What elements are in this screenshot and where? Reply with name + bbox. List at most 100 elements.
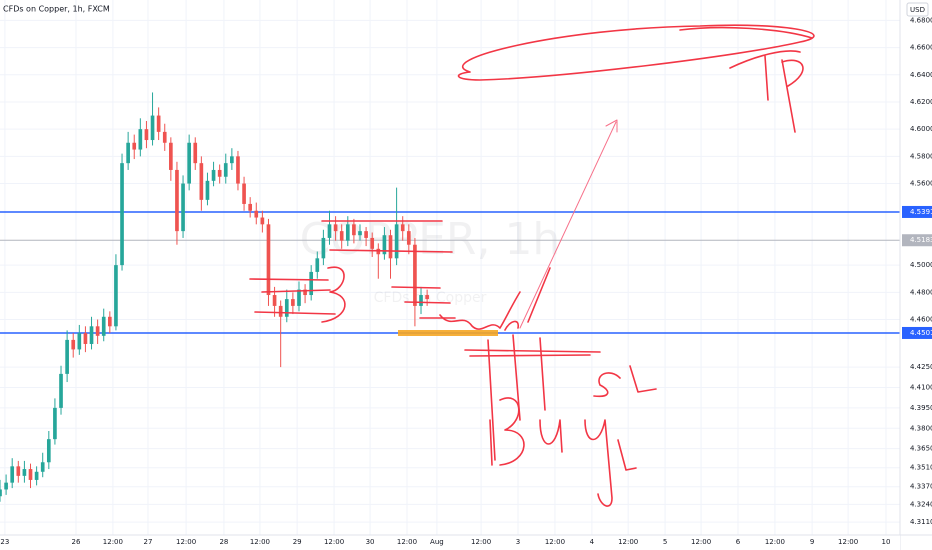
x-tick-label: 12:00 <box>176 538 196 546</box>
candle-body <box>77 333 82 350</box>
range-lines <box>249 220 601 357</box>
x-tick-label: 12:00 <box>250 538 270 546</box>
stroke <box>527 267 551 323</box>
candle-body <box>156 115 161 132</box>
candle-body <box>388 235 393 259</box>
candle-body <box>34 471 39 480</box>
candle-body <box>303 289 307 296</box>
candle-body <box>254 210 259 218</box>
x-tick-label: 12:00 <box>618 538 638 546</box>
candle-body <box>260 217 265 225</box>
candle-body <box>364 231 368 238</box>
candle-body <box>370 237 375 249</box>
y-tick-label: 4.3950 <box>910 404 932 412</box>
candle-body <box>291 299 295 306</box>
candle-body <box>284 299 289 317</box>
target-arrow <box>519 119 618 329</box>
candle-body <box>71 339 76 350</box>
candle-body <box>297 289 301 306</box>
x-tick-label: 9 <box>810 538 814 546</box>
y-tick-label: 4.6800 <box>910 16 932 24</box>
y-tick-label: 4.6600 <box>910 44 932 52</box>
candles <box>0 92 429 502</box>
candle-body <box>83 333 88 344</box>
watermark-subtitle: CFDs on Copper <box>374 290 487 306</box>
candle-body <box>22 469 27 476</box>
candle-body <box>40 462 45 472</box>
currency-box[interactable] <box>906 2 929 17</box>
candle-body <box>321 237 326 259</box>
candle-body <box>223 163 228 177</box>
candle-body <box>400 224 405 232</box>
x-tick-label: Aug <box>430 538 444 546</box>
candle-body <box>217 169 222 177</box>
candle-body <box>28 469 33 480</box>
y-tick-label: 4.3650 <box>910 445 932 453</box>
grid <box>0 0 900 535</box>
candle-body <box>65 339 69 374</box>
x-tick-label: 6 <box>736 538 741 546</box>
hand-drawings <box>249 24 815 507</box>
level-label: 4.4501 <box>910 329 932 337</box>
candle-body <box>4 482 8 490</box>
candle-body <box>406 231 411 245</box>
candle-body <box>53 407 57 440</box>
candle-body <box>345 224 350 241</box>
y-tick-label: 4.3240 <box>910 500 932 508</box>
x-tick-label: 26 <box>72 538 81 546</box>
candle-body <box>278 305 283 317</box>
y-tick-label: 4.4100 <box>910 383 932 391</box>
candle-body <box>425 295 429 300</box>
candle-body <box>230 156 234 164</box>
candle-body <box>169 142 173 170</box>
x-tick-label: 29 <box>293 538 302 546</box>
candle-body <box>187 142 191 184</box>
candle-body <box>327 224 332 238</box>
candle-body <box>339 231 344 241</box>
x-tick-label: 10 <box>882 538 891 546</box>
candle-body <box>382 235 387 255</box>
candle-body <box>95 326 100 336</box>
three-mark <box>321 266 346 323</box>
candle-body <box>138 129 143 150</box>
x-tick-label: 12:00 <box>838 538 858 546</box>
candle-body <box>199 163 204 200</box>
candle-body <box>205 180 210 200</box>
candle-body <box>108 316 112 327</box>
candle-body <box>236 156 240 184</box>
candle-body <box>266 224 271 296</box>
y-tick-label: 4.5600 <box>910 180 932 188</box>
currency[interactable]: USD <box>910 6 925 14</box>
y-tick-label: 4.6200 <box>910 98 932 106</box>
level-label: 4.5183 <box>910 236 932 244</box>
candle-body <box>162 131 167 143</box>
squiggle <box>439 291 521 331</box>
time-axis <box>0 535 900 550</box>
candle-body <box>46 439 51 463</box>
y-tick-label: 4.3800 <box>910 424 932 432</box>
x-tick-label: 12:00 <box>324 538 344 546</box>
candle-body <box>59 373 63 408</box>
x-tick-label: 5 <box>663 538 667 546</box>
sl-writing <box>593 365 657 398</box>
x-tick-label: 12:00 <box>103 538 123 546</box>
axis-labels: 4.6800 4.6600 4.6400 4.6200 4.6000 4.5800 4.56… <box>0 16 932 546</box>
candle-body <box>248 203 252 211</box>
price-axis <box>900 0 932 550</box>
candle-body <box>419 295 423 306</box>
x-tick-label: 30 <box>366 538 375 546</box>
candle-body <box>352 224 356 236</box>
candle-body <box>272 295 277 306</box>
candle-body <box>193 142 198 164</box>
y-tick-label: 4.3510 <box>910 464 932 472</box>
candle-body <box>315 258 320 272</box>
candle-body <box>211 169 216 181</box>
candle-body <box>242 183 246 204</box>
highlight-zone <box>398 330 498 336</box>
candle-body <box>126 142 130 164</box>
candle-body <box>120 163 124 266</box>
buy-writing <box>489 397 637 507</box>
candle-body <box>132 142 137 150</box>
chart-title: CFDs on Copper, 1h, FXCM <box>3 5 110 14</box>
